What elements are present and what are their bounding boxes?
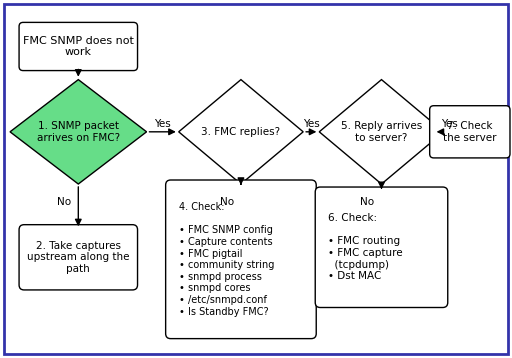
Text: 6. Check:

• FMC routing
• FMC capture
  (tcpdump)
• Dst MAC: 6. Check: • FMC routing • FMC capture (t… <box>328 213 403 281</box>
Text: 5. Reply arrives
to server?: 5. Reply arrives to server? <box>341 121 422 142</box>
Text: FMC SNMP does not
work: FMC SNMP does not work <box>23 36 134 57</box>
Text: No: No <box>57 197 71 207</box>
Text: Yes: Yes <box>441 119 458 129</box>
Polygon shape <box>319 79 444 184</box>
Polygon shape <box>179 79 303 184</box>
Text: 3. FMC replies?: 3. FMC replies? <box>201 127 281 137</box>
Text: 1. SNMP packet
arrives on FMC?: 1. SNMP packet arrives on FMC? <box>37 121 120 142</box>
FancyBboxPatch shape <box>430 106 510 158</box>
Text: 4. Check:

• FMC SNMP config
• Capture contents
• FMC pigtail
• community string: 4. Check: • FMC SNMP config • Capture co… <box>179 202 274 316</box>
Text: 7. Check
the server: 7. Check the server <box>443 121 497 142</box>
Text: No: No <box>220 197 234 207</box>
Text: Yes: Yes <box>154 119 171 129</box>
Text: Yes: Yes <box>303 119 319 129</box>
Polygon shape <box>10 79 146 184</box>
FancyBboxPatch shape <box>166 180 316 339</box>
FancyBboxPatch shape <box>315 187 448 308</box>
FancyBboxPatch shape <box>19 23 138 71</box>
Text: 2. Take captures
upstream along the
path: 2. Take captures upstream along the path <box>27 241 130 274</box>
Text: No: No <box>360 197 374 207</box>
FancyBboxPatch shape <box>19 225 138 290</box>
